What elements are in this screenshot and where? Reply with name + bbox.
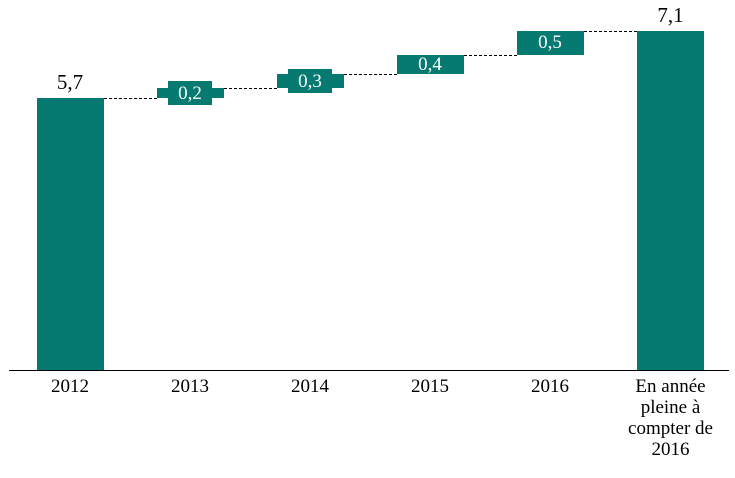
x-axis-label-2012: 2012	[51, 376, 89, 397]
bar-2012	[36, 97, 104, 371]
bar-2016: 0,5	[516, 30, 584, 55]
connector-line-2014-to-2015	[343, 74, 397, 76]
bar-en-annee-pleine-a-compter-de-2016	[637, 30, 704, 371]
connector-line-2015-to-2016	[463, 54, 517, 56]
connector-line-2012-to-2013	[103, 97, 157, 99]
x-axis-label-en-annee-pleine-a-compter-de-2016: En année pleine à compter de 2016	[628, 376, 713, 460]
connector-line-2016-to-en-annee-ple	[583, 30, 637, 32]
x-axis-label-2016: 2016	[531, 376, 569, 397]
value-label-en-annee-pleine-a-compter-de-2016: 7,1	[657, 2, 684, 27]
connector-line-2013-to-2014	[223, 88, 277, 90]
x-axis-label-2014: 2014	[291, 376, 329, 397]
bar-2015: 0,4	[396, 53, 464, 75]
x-axis-line	[9, 370, 729, 371]
value-label-2012: 5,7	[56, 69, 84, 94]
value-label-2015: 0,4	[418, 53, 442, 75]
value-label-2013: 0,2	[168, 81, 212, 106]
x-axis-label-2013: 2013	[171, 376, 209, 397]
x-axis-label-2015: 2015	[411, 376, 449, 397]
value-label-2016: 0,5	[538, 32, 562, 54]
value-label-2014: 0,3	[288, 69, 332, 94]
